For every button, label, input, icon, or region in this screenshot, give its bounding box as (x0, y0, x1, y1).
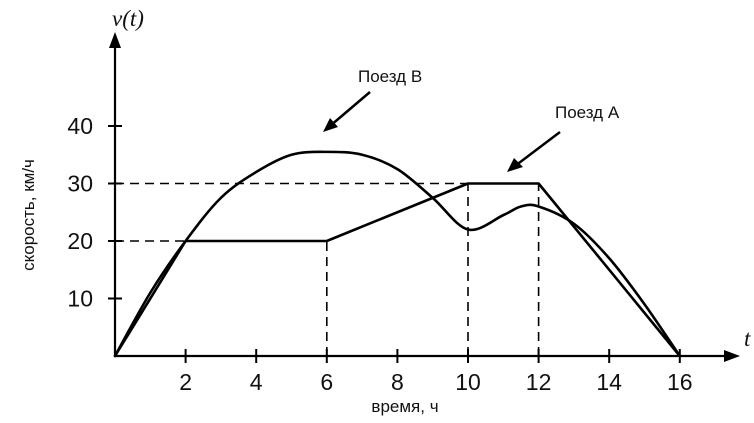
x-tick-label: 14 (596, 369, 622, 395)
y-axis-symbol: v(t) (112, 6, 144, 31)
y-tick-label: 10 (67, 286, 93, 312)
x-tick-label: 4 (250, 369, 263, 395)
y-tick-label: 30 (67, 171, 93, 197)
annotation-label-b: Поезд В (358, 67, 422, 86)
x-tick-label: 16 (667, 369, 693, 395)
axis-ticks: 2 4 6 8 10 12 14 16 10 20 30 40 (67, 113, 692, 395)
series-line-train-b (113, 150, 682, 358)
annotation-arrowhead-a (507, 158, 523, 172)
x-tick-label: 10 (455, 369, 481, 395)
annotation-label-a: Поезд А (555, 103, 620, 122)
annotation-arrow-a (514, 131, 561, 167)
y-tick-label: 40 (67, 113, 93, 139)
x-tick-label: 2 (179, 369, 192, 395)
x-axis-arrowhead (724, 350, 740, 362)
x-tick-label: 6 (320, 369, 333, 395)
series-line-train-a (113, 182, 682, 358)
x-axis-symbol: t (744, 326, 751, 351)
reference-lines (115, 182, 540, 356)
y-axis-label: скорость, км/ч (19, 159, 38, 271)
y-tick-label: 20 (67, 228, 93, 254)
y-axis-arrowhead (109, 32, 121, 48)
x-tick-label: 12 (526, 369, 552, 395)
annotation-arrow-b (329, 91, 371, 127)
axes (109, 32, 740, 362)
series-lines (113, 150, 682, 358)
x-tick-label: 8 (391, 369, 404, 395)
annotation-arrowhead-b (323, 118, 338, 132)
annotations: Поезд В Поезд А (323, 67, 620, 172)
x-axis-label: время, ч (371, 397, 438, 416)
